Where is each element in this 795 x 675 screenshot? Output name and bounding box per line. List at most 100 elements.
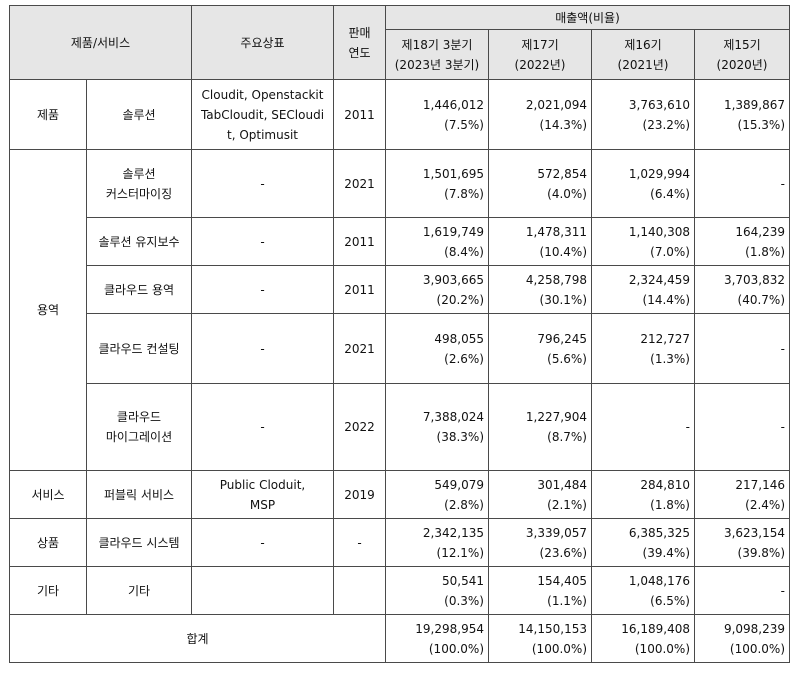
total-label: 합계 <box>9 614 386 663</box>
sales-ratio: (12.1%) <box>436 545 484 560</box>
year-cell: 2011 <box>333 217 386 266</box>
period-range: (2020년) <box>716 57 768 72</box>
brand-cell: - <box>191 313 334 384</box>
table-row: 클라우드 마이그레이션 -2022 7,388,024 (38.3%) 1,227,90… <box>10 383 791 471</box>
sales-amount: 2,021,094 <box>525 97 587 112</box>
total-sales-cell: 14,150,153 (100.0%) <box>488 614 592 663</box>
sales-ratio: (2.8%) <box>444 497 484 512</box>
sales-cell: 1,227,904 (8.7%) <box>488 383 592 471</box>
product-name-cell: 기타 <box>86 566 192 615</box>
period-range: (2022년) <box>514 57 566 72</box>
total-sales-cell: 9,098,239 (100.0%) <box>693 614 791 663</box>
total-sales-cell: 16,189,408 (100.0%) <box>591 614 695 663</box>
category-cell: 제품 <box>9 79 87 150</box>
sales-amount: 3,703,832 <box>723 272 786 287</box>
sales-amount: 796,245 <box>537 331 587 346</box>
sales-ratio: (38.3%) <box>436 430 484 444</box>
header-brand: 주요상표 <box>191 5 334 80</box>
brand-cell: Cloudit, Openstackit TabCloudit, SECloud… <box>191 79 334 150</box>
table-row: 클라우드 용역 -2011 3,903,665 (20.2%) 4,258,798 (30… <box>10 265 791 314</box>
sales-amount: 2,342,135 <box>422 525 484 540</box>
category-cell: 기타 <box>9 566 87 615</box>
sales-amount: 3,339,057 <box>525 525 587 540</box>
sales-cell: 164,239 (1.8%) <box>693 217 791 266</box>
sales-ratio: (7.8%) <box>444 186 484 201</box>
sales-ratio: (8.4%) <box>444 244 484 259</box>
sales-amount: 1,140,308 <box>628 224 690 239</box>
sales-ratio: (1.8%) <box>650 497 690 512</box>
sales-amount: 164,239 <box>735 224 786 239</box>
sales-ratio: (5.6%) <box>547 351 587 366</box>
sales-cell: 7,388,024 (38.3%) <box>385 383 489 471</box>
brand-cell: - <box>191 383 334 471</box>
year-cell: 2019 <box>333 470 386 519</box>
sales-amount: 549,079 <box>434 477 484 492</box>
product-name-cell: 클라우드 마이그레이션 <box>86 383 192 471</box>
sales-ratio: (100.0%) <box>428 641 484 656</box>
sales-cell: 796,245 (5.6%) <box>488 313 592 384</box>
sales-ratio: (1.1%) <box>547 593 587 608</box>
sales-amount: - <box>780 583 786 598</box>
brand-cell: - <box>191 149 334 218</box>
sales-amount: 14,150,153 <box>518 621 587 636</box>
header-year: 판매 연도 <box>333 5 386 80</box>
header-sales: 매출액(비율) <box>384 5 791 30</box>
sales-amount: - <box>780 176 786 191</box>
table-row: 서비스 퍼블릭 서비스 Public Cloduit, MSP 2019 549,079… <box>9 470 791 519</box>
sales-ratio: (2.6%) <box>444 351 484 366</box>
sales-amount: 3,763,610 <box>628 97 690 112</box>
category-cell: 상품 <box>9 518 87 567</box>
sales-amount: 572,854 <box>537 166 587 181</box>
sales-cell: 301,484 (2.1%) <box>488 470 592 519</box>
sales-cell: 1,446,012 (7.5%) <box>385 79 489 150</box>
sales-amount: 301,484 <box>537 477 587 492</box>
sales-cell: 2,324,459 (14.4%) <box>591 265 695 314</box>
sales-cell: 572,854 (4.0%) <box>488 149 592 218</box>
period-label: 제17기 <box>521 37 559 52</box>
sales-table: 제품/서비스 주요상표 판매 연도 매출액(비율) 제18기 3분기 (2023년… <box>9 5 791 663</box>
sales-amount: 217,146 <box>735 477 786 492</box>
sales-ratio: (1.3%) <box>650 351 690 366</box>
sales-ratio: (8.7%) <box>547 430 587 444</box>
sales-cell: 3,763,610 (23.2%) <box>591 79 695 150</box>
sales-ratio: (20.2%) <box>436 292 484 307</box>
header-period: 제17기 (2022년) <box>488 29 592 80</box>
period-label: 제15기 <box>723 37 761 52</box>
product-name-cell: 클라우드 컨설팅 <box>86 313 192 384</box>
product-name-cell: 클라우드 용역 <box>86 265 192 314</box>
table-row: 클라우드 컨설팅 -2021 498,055 (2.6%) 796,245 (5.6%) 2… <box>10 313 791 384</box>
sales-ratio: (6.5%) <box>650 593 690 608</box>
sales-cell: 3,703,832 (40.7%) <box>693 265 791 314</box>
sales-amount: 212,727 <box>640 331 690 346</box>
sales-cell: 1,029,994 (6.4%) <box>591 149 695 218</box>
year-cell: 2022 <box>333 383 386 471</box>
sales-amount: - <box>780 341 786 356</box>
category-cell: 용역 <box>9 149 87 471</box>
sales-cell: 217,146 (2.4%) <box>693 470 791 519</box>
sales-amount: 498,055 <box>434 331 484 346</box>
sales-amount: 50,541 <box>442 573 484 588</box>
sales-ratio: (14.4%) <box>642 292 690 307</box>
total-sales-cell: 19,298,954 (100.0%) <box>385 614 489 663</box>
sales-amount: - <box>685 420 690 434</box>
sales-cell: 1,501,695 (7.8%) <box>385 149 489 218</box>
sales-amount: 3,623,154 <box>723 525 786 540</box>
product-name-cell: 클라우드 시스템 <box>86 518 192 567</box>
sales-amount: 4,258,798 <box>525 272 587 287</box>
sales-amount: 6,385,325 <box>628 525 690 540</box>
sales-cell: 1,048,176 (6.5%) <box>591 566 695 615</box>
year-cell: 2011 <box>333 265 386 314</box>
table-row: 제품 솔루션 Cloudit, Openstackit TabCloudit, SE… <box>9 79 791 150</box>
total-row: 합계 19,298,954 (100.0%) 14,150,153 (100.0%) 16… <box>9 614 791 663</box>
sales-cell: 4,258,798 (30.1%) <box>488 265 592 314</box>
sales-cell: 212,727 (1.3%) <box>591 313 695 384</box>
product-name-cell: 퍼블릭 서비스 <box>86 470 192 519</box>
sales-cell: 3,623,154 (39.8%) <box>693 518 791 567</box>
sales-cell: 1,478,311 (10.4%) <box>488 217 592 266</box>
period-label: 제16기 <box>624 37 662 52</box>
sales-cell: 1,389,867 (15.3%) <box>693 79 791 150</box>
brand-cell: - <box>191 265 334 314</box>
sales-ratio: (100.0%) <box>634 641 690 656</box>
header-period: 제18기 3분기 (2023년 3분기) <box>385 29 489 80</box>
sales-ratio: (39.4%) <box>642 545 690 560</box>
